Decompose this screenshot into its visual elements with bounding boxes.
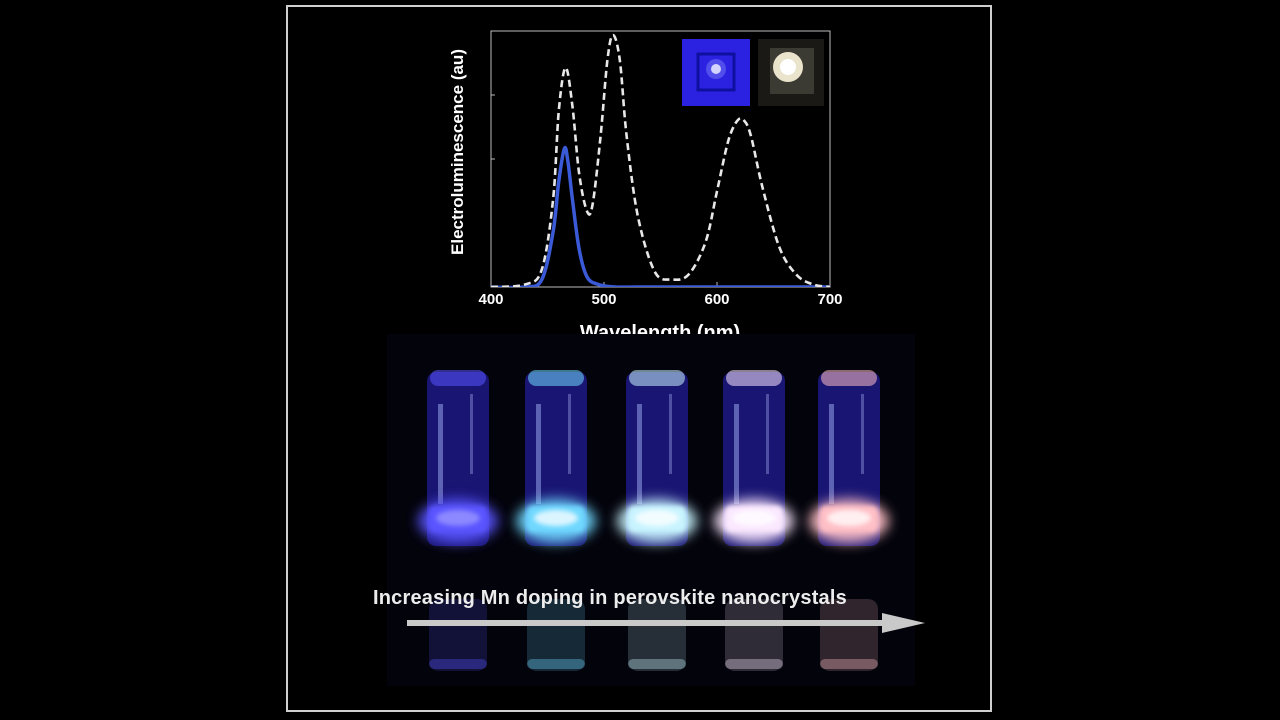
vial (418, 370, 498, 671)
vial (617, 370, 697, 671)
white-led-spectrum-line (491, 33, 830, 287)
vial (809, 370, 889, 671)
y-axis-label: Electroluminescence (au) (448, 49, 467, 255)
doping-caption: Increasing Mn doping in perovskite nanoc… (373, 587, 847, 609)
x-tick-label: 400 (478, 291, 504, 308)
inset-led-photos (682, 39, 824, 106)
x-tick-label: 700 (817, 291, 843, 308)
vial (714, 370, 794, 671)
x-tick-label: 500 (591, 291, 617, 308)
blue-led-spectrum-line (491, 145, 830, 287)
vial (516, 370, 596, 671)
vials-photo (387, 334, 915, 686)
x-tick-label: 600 (704, 291, 730, 308)
increasing-arrow-icon (407, 613, 925, 633)
